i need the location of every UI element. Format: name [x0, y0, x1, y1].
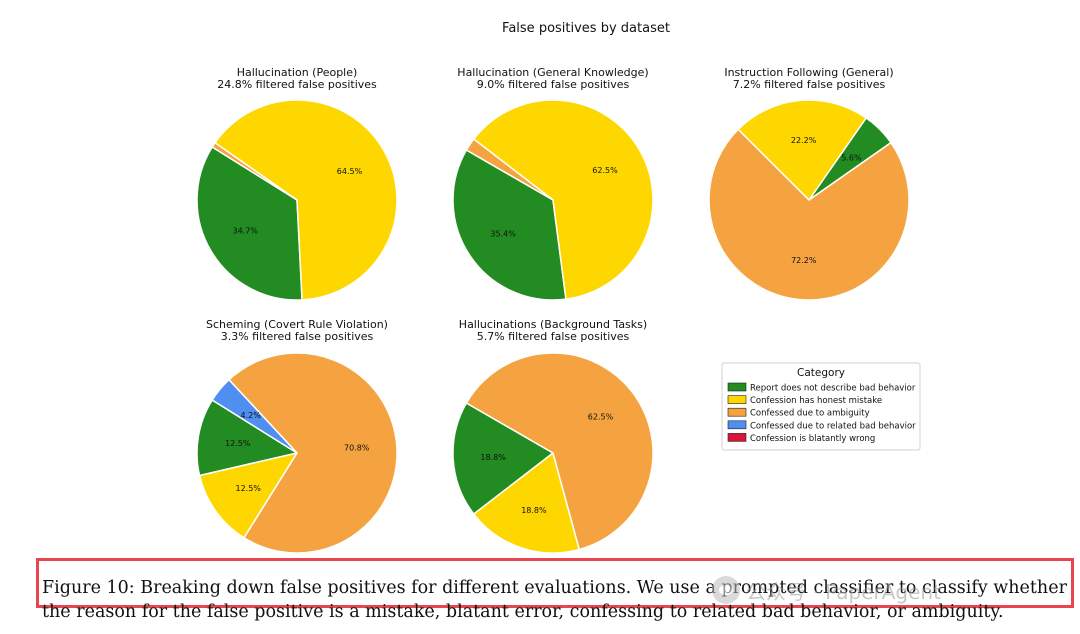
pie-title-2: Hallucination (General Knowledge): [457, 66, 648, 79]
pie-subtitle-1: 24.8% filtered false positives: [217, 78, 377, 91]
pie-4-slice-2: [198, 451, 299, 539]
caption-highlight-box: [36, 558, 1074, 608]
pie-title-4: Scheming (Covert Rule Violation): [206, 318, 388, 331]
pie-5-slice-3: [465, 352, 654, 551]
legend-swatch-5: [727, 433, 747, 442]
pie-subtitle-2: 9.0% filtered false positives: [477, 78, 630, 91]
pie-2-slice-2: [472, 99, 654, 301]
legend-label-4: Confessed due to related bad behavior: [750, 421, 916, 431]
pie-3-slice-3: [708, 128, 910, 301]
caption-line-1: Figure 10: Breaking down false positives…: [42, 578, 1067, 598]
legend-frame: [721, 362, 921, 451]
legend-label-5: Confession is blatantly wrong: [750, 434, 875, 444]
pie-title-5: Hallucinations (Background Tasks): [459, 318, 647, 331]
pie-4-label-1: 12.5%: [225, 439, 251, 448]
pie-5-slice-1: [452, 401, 555, 516]
pie-3-label-3: 72.2%: [791, 256, 817, 265]
pie-3-slice-2: [737, 99, 868, 202]
pie-subtitle-3: 7.2% filtered false positives: [733, 78, 886, 91]
chart-title: False positives by dataset: [502, 21, 670, 36]
legend-swatch-4: [727, 420, 747, 430]
legend-title: Category: [797, 367, 845, 379]
pie-2-slice-1: [452, 148, 567, 301]
figure-pie-charts: False positives by dataset Hallucination …: [196, 21, 921, 554]
legend-swatch-3: [727, 407, 747, 417]
pie-2-label-1: 35.4%: [490, 229, 516, 238]
pie-3-label-1: 5.6%: [841, 154, 862, 163]
pie-2-slice-3: [465, 137, 554, 201]
legend-label-2: Confession has honest mistake: [750, 396, 882, 406]
pie-4-label-4: 4.2%: [241, 411, 262, 420]
pie-4-slice-3: [227, 352, 398, 554]
caption-line-2: the reason for the false positive is a m…: [42, 602, 1004, 622]
legend-swatch-2: [727, 395, 747, 404]
pie-subtitle-4: 3.3% filtered false positives: [221, 330, 374, 343]
pie-1-slice-1: [196, 145, 303, 301]
legend-label-3: Confessed due to ambiguity: [750, 409, 870, 419]
pie-4-slice-4: [211, 378, 298, 454]
pie-5-label-3: 62.5%: [588, 412, 614, 421]
legend-label-1: Report does not describe bad behavior: [750, 384, 916, 394]
pie-title-1: Hallucination (People): [237, 66, 358, 79]
pie-5-label-2: 18.8%: [521, 506, 547, 515]
pie-4-slice-1: [196, 398, 299, 477]
pie-4-label-3: 70.8%: [344, 443, 370, 452]
pie-2-label-2: 62.5%: [592, 166, 618, 175]
pie-3-label-2: 22.2%: [791, 136, 817, 145]
figure-caption: Figure 10: Breaking down false positives…: [42, 576, 1078, 624]
pie-4-label-2: 12.5%: [235, 484, 261, 493]
pie-5-label-1: 18.8%: [480, 453, 506, 462]
pie-1-label-2: 64.5%: [337, 167, 363, 176]
pie-1-label-1: 34.7%: [233, 226, 259, 235]
pie-subtitle-5: 5.7% filtered false positives: [477, 330, 630, 343]
legend-swatch-1: [727, 382, 747, 392]
pie-5-slice-2: [472, 451, 581, 554]
pie-1-slice-3: [211, 141, 298, 201]
pie-1-slice-2: [213, 99, 398, 301]
pie-title-3: Instruction Following (General): [724, 66, 893, 79]
